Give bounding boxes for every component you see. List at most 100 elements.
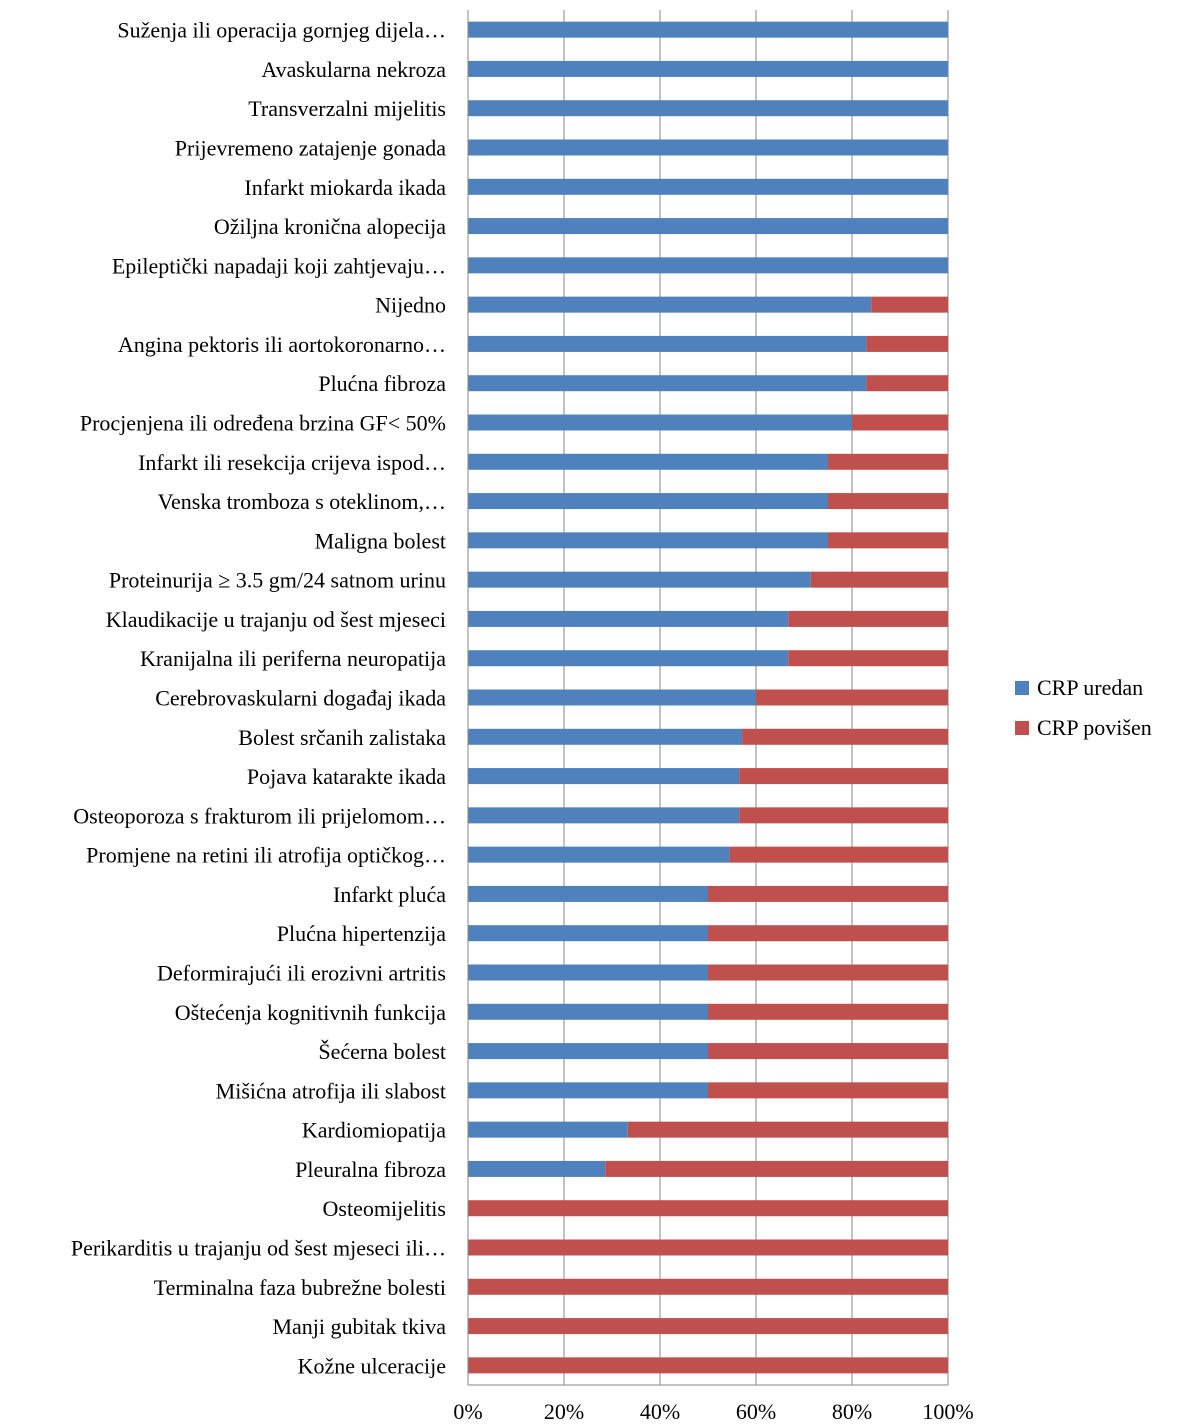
bar-segment [468, 689, 756, 706]
bar-segment [866, 375, 948, 392]
category-label: Perikarditis u trajanju od šest mjeseci … [71, 1236, 446, 1261]
x-tick-label: 100% [922, 1399, 973, 1424]
category-label: Kardiomiopatija [302, 1118, 446, 1143]
category-label: Avaskularna nekroza [261, 57, 446, 82]
category-label: Nijedno [375, 293, 446, 318]
category-label: Oštećenja kognitivnih funkcija [175, 1000, 446, 1025]
bar-segment [468, 650, 789, 667]
bar-segment [866, 335, 948, 352]
category-label: Klaudikacije u trajanju od šest mjeseci [106, 607, 446, 632]
bar-segment [605, 1160, 948, 1177]
bar-segment [468, 60, 948, 77]
bar-segment [468, 532, 828, 549]
bar-segment [627, 1121, 948, 1138]
bar-segment [468, 296, 872, 313]
bar-segment [468, 335, 867, 352]
bar-segment [468, 1239, 948, 1256]
category-label: Proteinurija ≥ 3.5 gm/24 satnom urinu [109, 568, 446, 593]
category-label: Deformirajući ili erozivni artritis [157, 961, 446, 986]
bar-segment [468, 885, 708, 902]
bar-segment [468, 610, 789, 627]
category-label: Procjenjena ili određena brzina GF< 50% [80, 411, 446, 436]
bar-segment [468, 21, 948, 38]
bar-segment [468, 139, 948, 156]
bar-segment [852, 414, 948, 431]
bar-segment [708, 925, 948, 942]
category-label: Kranijalna ili periferna neuropatija [140, 646, 446, 671]
bar-segment [810, 571, 948, 588]
bar-segment [708, 1003, 948, 1020]
bar-segment [468, 100, 948, 117]
bar-segment [468, 1003, 708, 1020]
category-label: Epileptički napadaji koji zahtjevaju… [112, 253, 446, 278]
bar-segment [708, 1043, 948, 1060]
bar-segment [788, 610, 948, 627]
category-label: Prijevremeno zatajenje gonada [175, 136, 446, 161]
category-label: Pleuralna fibroza [295, 1157, 446, 1182]
category-label: Maligna bolest [315, 528, 446, 553]
category-label: Infarkt miokarda ikada [244, 175, 446, 200]
x-tick-label: 0% [453, 1399, 482, 1424]
category-label: Plućna fibroza [318, 371, 446, 396]
legend-swatch [1015, 721, 1029, 735]
legend-label: CRP uredan [1037, 675, 1143, 700]
bar-segment [742, 728, 948, 745]
bar-segment [468, 846, 730, 863]
bar-segment [468, 571, 811, 588]
bar-segment [708, 885, 948, 902]
category-label: Venska tromboza s oteklinom,… [158, 489, 446, 514]
bar-segment [756, 689, 948, 706]
bar-segment [468, 925, 708, 942]
bar-segment [739, 768, 948, 785]
bar-segment [828, 453, 948, 470]
x-tick-labels: 0% 20% 40% 60% 80% 100% [453, 1399, 973, 1424]
x-tick-label: 40% [640, 1399, 680, 1424]
bar-segment [468, 1318, 948, 1335]
bars [468, 21, 948, 1374]
category-label: Bolest srčanih zalistaka [238, 725, 446, 750]
category-label: Pojava katarakte ikada [247, 764, 446, 789]
bar-segment [468, 1160, 606, 1177]
legend: CRP uredan CRP povišen [1015, 675, 1152, 740]
category-label: Kožne ulceracije [298, 1353, 446, 1378]
x-tick-label: 80% [832, 1399, 872, 1424]
bar-segment [468, 1357, 948, 1374]
x-tick-label: 20% [544, 1399, 584, 1424]
category-label: Ožiljna kronična alopecija [214, 214, 446, 239]
bar-segment [468, 728, 743, 745]
category-label: Plućna hipertenzija [277, 921, 446, 946]
x-tick-label: 60% [736, 1399, 776, 1424]
axes [467, 10, 948, 1386]
bar-segment [468, 1082, 708, 1099]
category-label: Šećerna bolest [318, 1039, 446, 1064]
bar-segment [739, 807, 948, 824]
category-label: Suženja ili operacija gornjeg dijela… [117, 18, 446, 43]
category-label: Terminalna faza bubrežne bolesti [154, 1275, 446, 1300]
legend-label: CRP povišen [1037, 715, 1152, 740]
bar-segment [788, 650, 948, 667]
bar-segment [468, 768, 740, 785]
category-label: Infarkt pluća [333, 882, 446, 907]
bar-segment [468, 453, 828, 470]
bar-segment [468, 218, 948, 235]
bar-segment [828, 493, 948, 510]
bar-segment [468, 493, 828, 510]
bar-segment [468, 1200, 948, 1217]
category-label: Osteoporoza s frakturom ili prijelomom… [73, 803, 446, 828]
category-label: Promjene na retini ili atrofija optičkog… [86, 843, 446, 868]
bar-segment [468, 807, 740, 824]
bar-segment [708, 1082, 948, 1099]
category-label: Manji gubitak tkiva [272, 1314, 446, 1339]
legend-swatch [1015, 681, 1029, 695]
category-label: Angina pektoris ili aortokoronarno… [118, 332, 446, 357]
bar-segment [468, 375, 867, 392]
category-label: Infarkt ili resekcija crijeva ispod… [138, 450, 446, 475]
bar-segment [468, 257, 948, 274]
category-label: Transverzalni mijelitis [248, 96, 446, 121]
category-labels: Suženja ili operacija gornjeg dijela… Ava… [71, 18, 446, 1379]
category-label: Cerebrovaskularni događaj ikada [155, 686, 446, 711]
bar-segment [468, 1278, 948, 1295]
bar-segment [828, 532, 948, 549]
bar-segment [468, 414, 852, 431]
